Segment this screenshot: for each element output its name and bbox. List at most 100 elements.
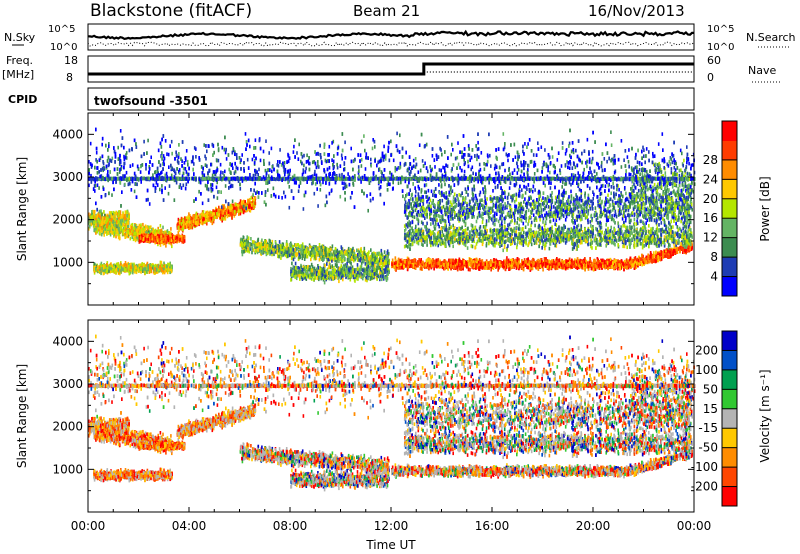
power-cell bbox=[118, 264, 120, 268]
power-cell bbox=[322, 273, 324, 277]
power-cell bbox=[320, 268, 322, 272]
power-cell bbox=[128, 230, 130, 234]
power-cell bbox=[236, 206, 238, 210]
power-cell bbox=[376, 260, 378, 264]
noise-tick-top-left: 10^5 bbox=[48, 24, 75, 35]
power-cell bbox=[316, 256, 318, 260]
power-cell bbox=[303, 245, 305, 249]
power-cell bbox=[103, 266, 105, 270]
power-cell bbox=[295, 243, 297, 247]
power-cell bbox=[203, 210, 205, 214]
power-cell bbox=[166, 265, 168, 269]
power-cell bbox=[143, 264, 145, 268]
power-cell bbox=[381, 256, 383, 260]
power-cell bbox=[363, 260, 365, 264]
power-cell bbox=[341, 250, 343, 254]
power-cell bbox=[334, 250, 336, 254]
power-cell bbox=[314, 267, 316, 271]
power-cell bbox=[154, 267, 156, 271]
power-cell bbox=[241, 200, 243, 204]
power-cell bbox=[138, 269, 140, 273]
power-cell bbox=[348, 247, 350, 251]
power-cell bbox=[248, 243, 250, 247]
power-cell bbox=[173, 236, 175, 240]
power-cell bbox=[166, 240, 168, 244]
power-cell bbox=[262, 243, 264, 247]
power-cell bbox=[131, 226, 133, 230]
power-cell bbox=[125, 268, 127, 272]
power-cell bbox=[299, 274, 301, 278]
power-cell bbox=[181, 237, 183, 241]
power-cell bbox=[171, 239, 173, 243]
power-cell bbox=[152, 228, 154, 232]
power-cell bbox=[109, 214, 111, 218]
power-cell bbox=[126, 264, 128, 268]
power-cell bbox=[378, 266, 380, 270]
power-cell bbox=[117, 268, 119, 272]
frequency-trace bbox=[88, 64, 694, 74]
power-cell bbox=[144, 271, 146, 275]
power-cell bbox=[230, 204, 232, 208]
power-cell bbox=[357, 268, 359, 272]
power-cell bbox=[99, 210, 101, 214]
power-cell bbox=[329, 271, 331, 275]
power-cell bbox=[357, 263, 359, 267]
power-cell bbox=[134, 236, 136, 240]
power-cell bbox=[333, 276, 335, 280]
power-cell bbox=[364, 247, 366, 251]
power-cell bbox=[199, 215, 201, 219]
power-cell bbox=[201, 216, 203, 220]
power-cell bbox=[302, 268, 304, 272]
power-cell bbox=[302, 277, 304, 281]
power-cell bbox=[167, 269, 169, 273]
power-cell bbox=[259, 249, 261, 253]
power-cell bbox=[126, 214, 128, 218]
power-cell bbox=[124, 217, 126, 221]
power-cell bbox=[363, 274, 365, 278]
power-cell bbox=[133, 227, 135, 231]
power-cell bbox=[161, 261, 163, 265]
power-cell bbox=[151, 264, 153, 268]
power-cell bbox=[186, 221, 188, 225]
power-cell bbox=[293, 258, 295, 262]
power-cell bbox=[384, 250, 386, 254]
power-cell bbox=[149, 266, 151, 270]
power-cell bbox=[110, 227, 112, 231]
power-cell bbox=[156, 268, 158, 272]
power-cell bbox=[183, 223, 185, 227]
power-cell bbox=[302, 274, 304, 278]
power-cell bbox=[297, 247, 299, 251]
station-title: Blackstone (fitACF) bbox=[90, 1, 252, 21]
power-cell bbox=[329, 253, 331, 257]
power-cell bbox=[191, 220, 193, 224]
power-cell bbox=[136, 228, 138, 232]
power-cell bbox=[386, 256, 388, 260]
power-cell bbox=[261, 239, 263, 243]
power-cell bbox=[307, 271, 309, 275]
power-cell bbox=[296, 277, 298, 281]
power-cell bbox=[311, 273, 313, 277]
power-cell bbox=[144, 228, 146, 232]
power-cell bbox=[102, 222, 104, 226]
power-cell bbox=[385, 277, 387, 281]
power-cell bbox=[248, 236, 250, 240]
freq-unit: [MHz] bbox=[2, 68, 34, 81]
power-cell bbox=[240, 238, 242, 242]
power-cell bbox=[290, 270, 292, 274]
power-cell bbox=[251, 203, 253, 207]
power-cell bbox=[362, 276, 364, 280]
power-cell bbox=[244, 242, 246, 246]
power-cell bbox=[264, 244, 266, 248]
power-cell bbox=[146, 234, 148, 238]
power-cell bbox=[162, 226, 164, 230]
power-cell bbox=[104, 216, 106, 220]
power-cell bbox=[130, 229, 132, 233]
power-cell bbox=[352, 271, 354, 275]
power-cell bbox=[122, 229, 124, 233]
power-cell bbox=[299, 267, 301, 271]
power-cell bbox=[181, 222, 183, 226]
power-cell bbox=[159, 266, 161, 270]
power-cell bbox=[196, 216, 198, 220]
power-cell bbox=[158, 229, 160, 233]
power-cell bbox=[137, 233, 139, 237]
